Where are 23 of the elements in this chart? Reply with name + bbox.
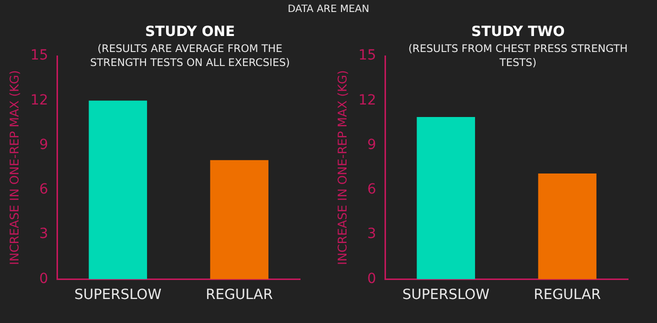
x-tick-label: REGULAR (206, 287, 274, 304)
chart-title: STUDY TWO (470, 24, 566, 40)
text: DATA ARE MEAN (288, 4, 370, 15)
chart-title: STUDY ONE (144, 24, 236, 40)
y-tick-label: 9 (39, 136, 48, 153)
y-tick-label: 6 (39, 182, 48, 198)
x-tick-label: SUPERSLOW (402, 287, 490, 304)
y-tick-label: 0 (367, 270, 376, 287)
y-tick-label: 3 (367, 226, 376, 242)
y-axis-title: INCREASE IN ONE-REP MAX (KG) (7, 70, 22, 266)
x-tick-label: SUPERSLOW (74, 287, 162, 304)
y-tick-label: 12 (30, 92, 48, 108)
y-tick-label: 3 (39, 226, 48, 242)
x-tick-label: REGULAR (534, 287, 602, 304)
y-tick-label: 15 (30, 48, 48, 64)
y-tick-label: 15 (358, 48, 376, 64)
y-axis-title: INCREASE IN ONE-REP MAX (KG) (335, 70, 350, 266)
y-tick-label: 0 (39, 270, 48, 287)
chart-subtitle: (RESULTS ARE AVERAGE FROM THE STRENGTH TESTS ON ALL EXERCSIES) (89, 42, 291, 70)
y-tick-label: 6 (367, 182, 376, 198)
y-tick-label: 9 (367, 136, 376, 153)
chart-subtitle: (RESULTS FROM CHEST PRESS STRENGTH TESTS) (408, 42, 628, 70)
y-tick-label: 12 (358, 92, 376, 108)
